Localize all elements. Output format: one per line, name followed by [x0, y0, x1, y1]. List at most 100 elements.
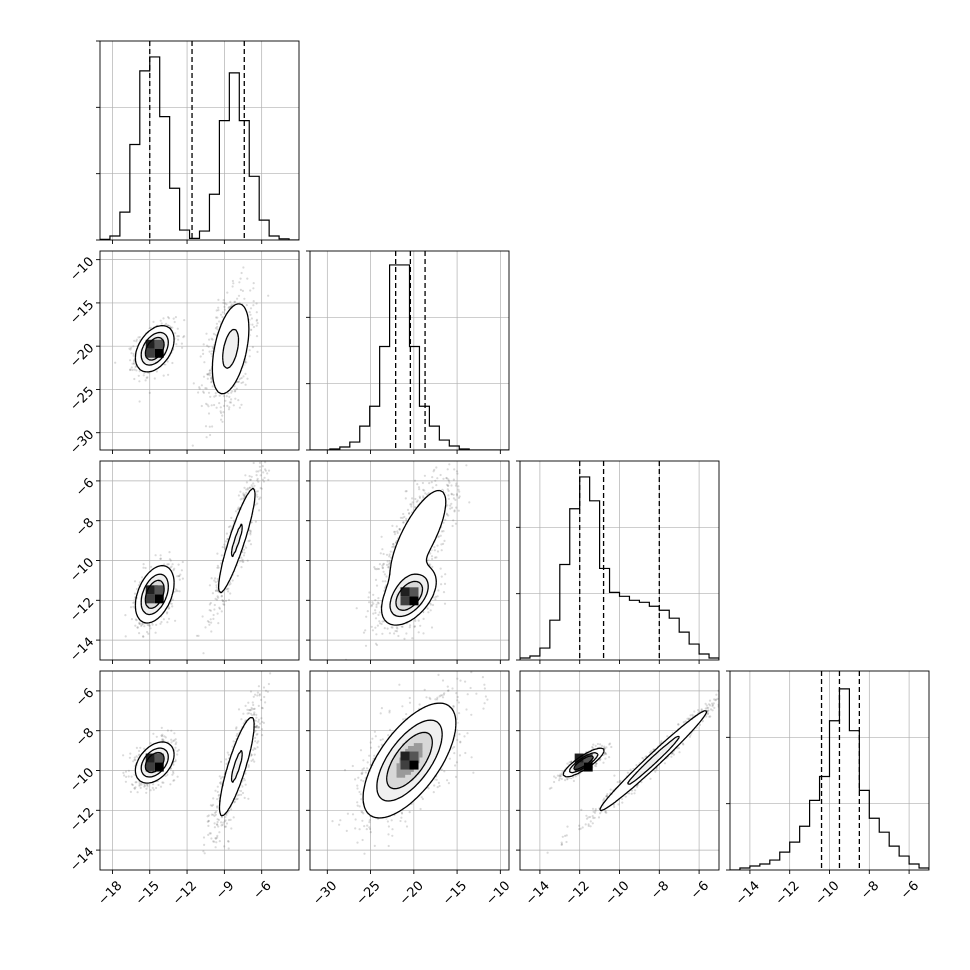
density-cell	[151, 602, 156, 606]
density-cell	[232, 530, 236, 534]
density-cell	[212, 377, 216, 382]
histogram-bar	[570, 509, 580, 660]
density-cell	[163, 340, 167, 344]
density-cell	[151, 360, 156, 364]
scatter-point	[252, 452, 254, 454]
scatter-point	[255, 470, 258, 473]
density-cell	[134, 357, 138, 361]
density-cell	[143, 593, 147, 597]
scatter-point	[374, 609, 377, 612]
density-cell	[157, 331, 161, 336]
density-cell	[232, 308, 236, 312]
scatter-point	[171, 361, 174, 365]
density-cell	[229, 346, 234, 350]
scatter-point	[210, 380, 213, 383]
density-cell	[235, 541, 239, 546]
scatter-point	[209, 372, 212, 375]
scatter-point	[138, 370, 141, 373]
density-cell	[244, 337, 248, 341]
density-cell	[160, 570, 164, 574]
density-cell	[226, 547, 231, 551]
histogram-bar	[200, 231, 210, 240]
density-cell	[247, 512, 251, 517]
scatter-point	[264, 461, 267, 464]
scatter-point	[215, 584, 218, 587]
density-cell	[232, 346, 236, 350]
scatter-point	[446, 504, 449, 507]
scatter-point	[227, 408, 231, 411]
scatter-point	[267, 469, 271, 472]
density-cell	[215, 383, 219, 387]
density-cell	[241, 515, 245, 520]
scatter-point	[129, 606, 133, 609]
scatter-point	[178, 578, 181, 581]
density-cell	[143, 602, 147, 606]
density-cell	[143, 357, 147, 361]
scatter-point	[166, 324, 169, 327]
scatter-point	[208, 374, 211, 377]
density-cell	[226, 372, 231, 376]
scatter-point	[138, 632, 141, 635]
density-cell	[238, 317, 242, 321]
density-cell	[224, 349, 228, 353]
density-cell	[151, 366, 156, 370]
scatter-point	[259, 474, 262, 477]
scatter-point	[176, 335, 179, 338]
density-cell	[247, 507, 251, 511]
scatter-point	[379, 552, 382, 555]
density-cell	[235, 547, 239, 551]
scatter-point	[375, 603, 378, 606]
scatter-point	[182, 336, 185, 339]
scatter-point	[440, 530, 444, 533]
density-cell	[163, 334, 167, 338]
scatter-point	[385, 575, 388, 578]
density-cell	[229, 570, 234, 574]
density-cell	[241, 311, 245, 315]
density-cell	[244, 504, 248, 508]
scatter-point	[137, 374, 140, 377]
scatter-point	[130, 346, 133, 349]
scatter-point	[216, 328, 219, 331]
scatter-point	[213, 603, 216, 607]
scatter-point	[223, 308, 226, 311]
scatter-point	[130, 366, 133, 369]
density-cell	[238, 360, 242, 364]
scatter-point	[222, 299, 225, 302]
scatter-point	[133, 339, 136, 342]
scatter-point	[237, 506, 240, 509]
grid-lines	[100, 251, 299, 450]
scatter-point	[258, 509, 261, 512]
density-cell	[143, 369, 147, 373]
panel-content	[344, 461, 471, 660]
scatter-point	[453, 509, 456, 512]
scatter-point	[171, 326, 174, 329]
density-cell	[137, 602, 141, 606]
density-cell	[238, 518, 242, 522]
scatter-point	[256, 350, 259, 353]
density-cell	[134, 605, 138, 609]
scatter-point	[416, 483, 419, 486]
density-cell	[238, 340, 242, 344]
scatter-point	[214, 392, 217, 395]
scatter-point	[221, 599, 224, 603]
density-cell	[244, 334, 248, 338]
scatter-point	[142, 566, 145, 569]
density-cell	[244, 317, 248, 321]
density-cell	[154, 610, 159, 615]
density-cell	[154, 334, 159, 338]
scatter-point	[133, 580, 137, 583]
histogram-bar	[130, 144, 140, 240]
density-cell	[232, 331, 236, 336]
density-cell	[226, 357, 231, 361]
density-cell	[238, 512, 242, 517]
scatter-point	[440, 583, 443, 586]
density-cell	[229, 325, 234, 330]
density-cell	[146, 619, 150, 623]
density-cell	[224, 582, 228, 586]
density-cell	[157, 573, 161, 577]
scatter-point	[221, 599, 224, 602]
scatter-point	[229, 525, 232, 528]
density-cell	[224, 573, 228, 577]
scatter-point	[179, 573, 182, 576]
density-cell	[247, 521, 251, 525]
